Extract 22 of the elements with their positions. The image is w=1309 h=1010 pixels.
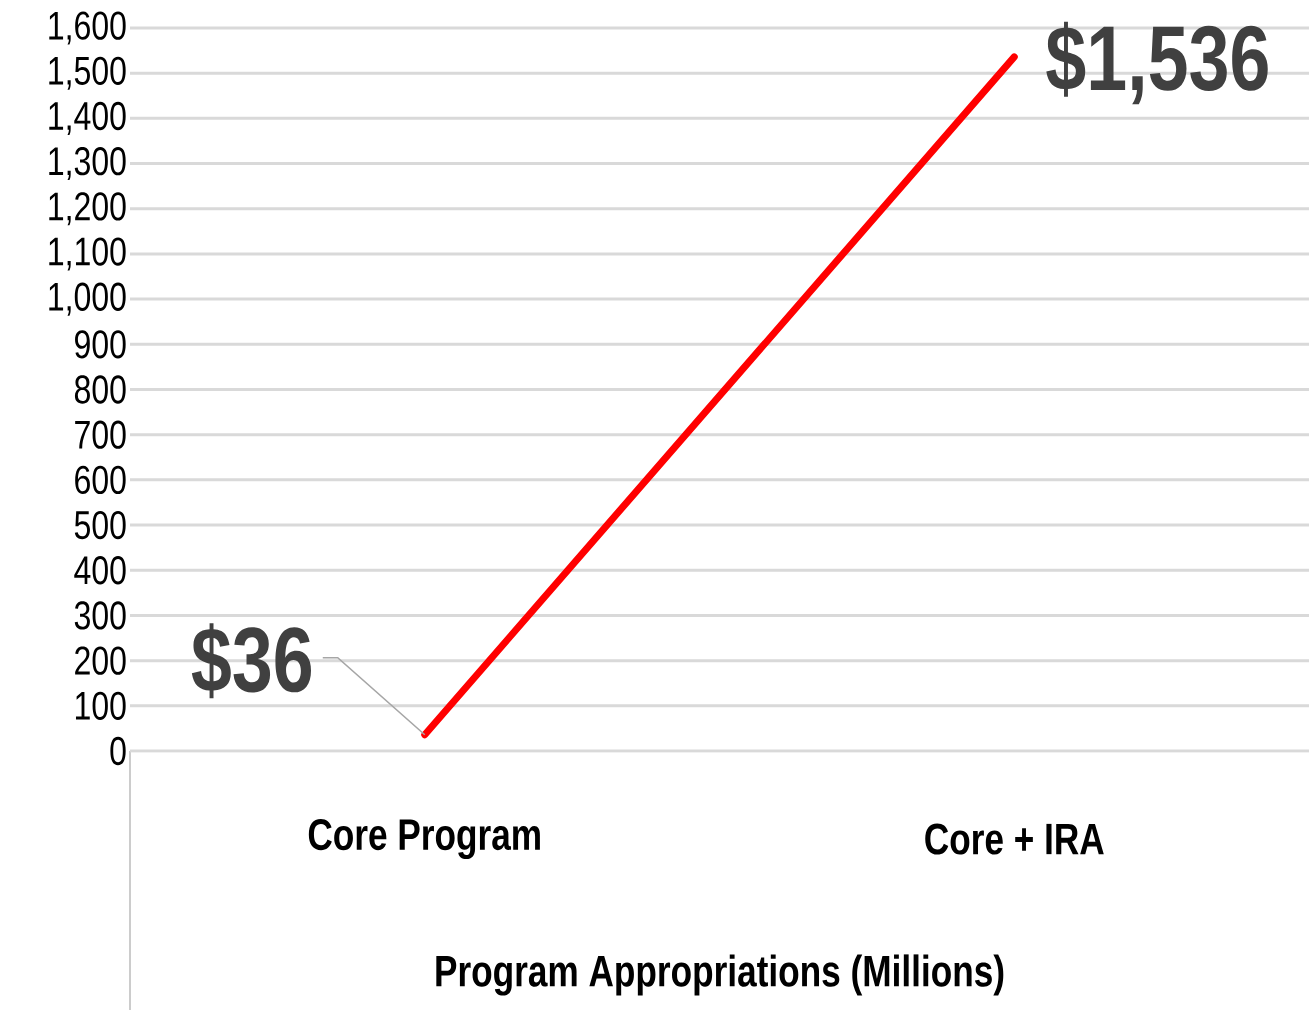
y-tick-label: 1,400 bbox=[49, 101, 126, 135]
y-tick-label: 1,000 bbox=[49, 282, 126, 316]
x-tick-label: Core Program bbox=[308, 818, 540, 860]
y-tick-label: 200 bbox=[75, 646, 126, 675]
y-tick-label: 1,200 bbox=[49, 192, 126, 226]
y-tick-label: 1,600 bbox=[49, 11, 126, 45]
y-tick-label: 500 bbox=[74, 510, 126, 540]
y-tick-label: 0 bbox=[110, 736, 126, 766]
data-label: $36 bbox=[191, 623, 311, 699]
y-tick-label: 100 bbox=[75, 691, 126, 720]
y-tick-label: 1,100 bbox=[49, 237, 126, 271]
y-tick-label: 1,300 bbox=[49, 147, 126, 181]
y-tick-label: 300 bbox=[74, 601, 126, 630]
y-tick-label: 800 bbox=[74, 375, 126, 404]
y-tick-label: 700 bbox=[75, 420, 126, 449]
y-tick-label: 1,500 bbox=[49, 56, 126, 90]
y-tick-label: 600 bbox=[75, 465, 126, 495]
y-tick-label: 400 bbox=[74, 556, 126, 585]
x-axis-title: Program Appropriations (Millions) bbox=[436, 954, 1004, 996]
y-tick-label: 900 bbox=[75, 330, 126, 359]
x-tick-label: Core + IRA bbox=[925, 823, 1104, 855]
data-label: $1,536 bbox=[1046, 21, 1268, 105]
